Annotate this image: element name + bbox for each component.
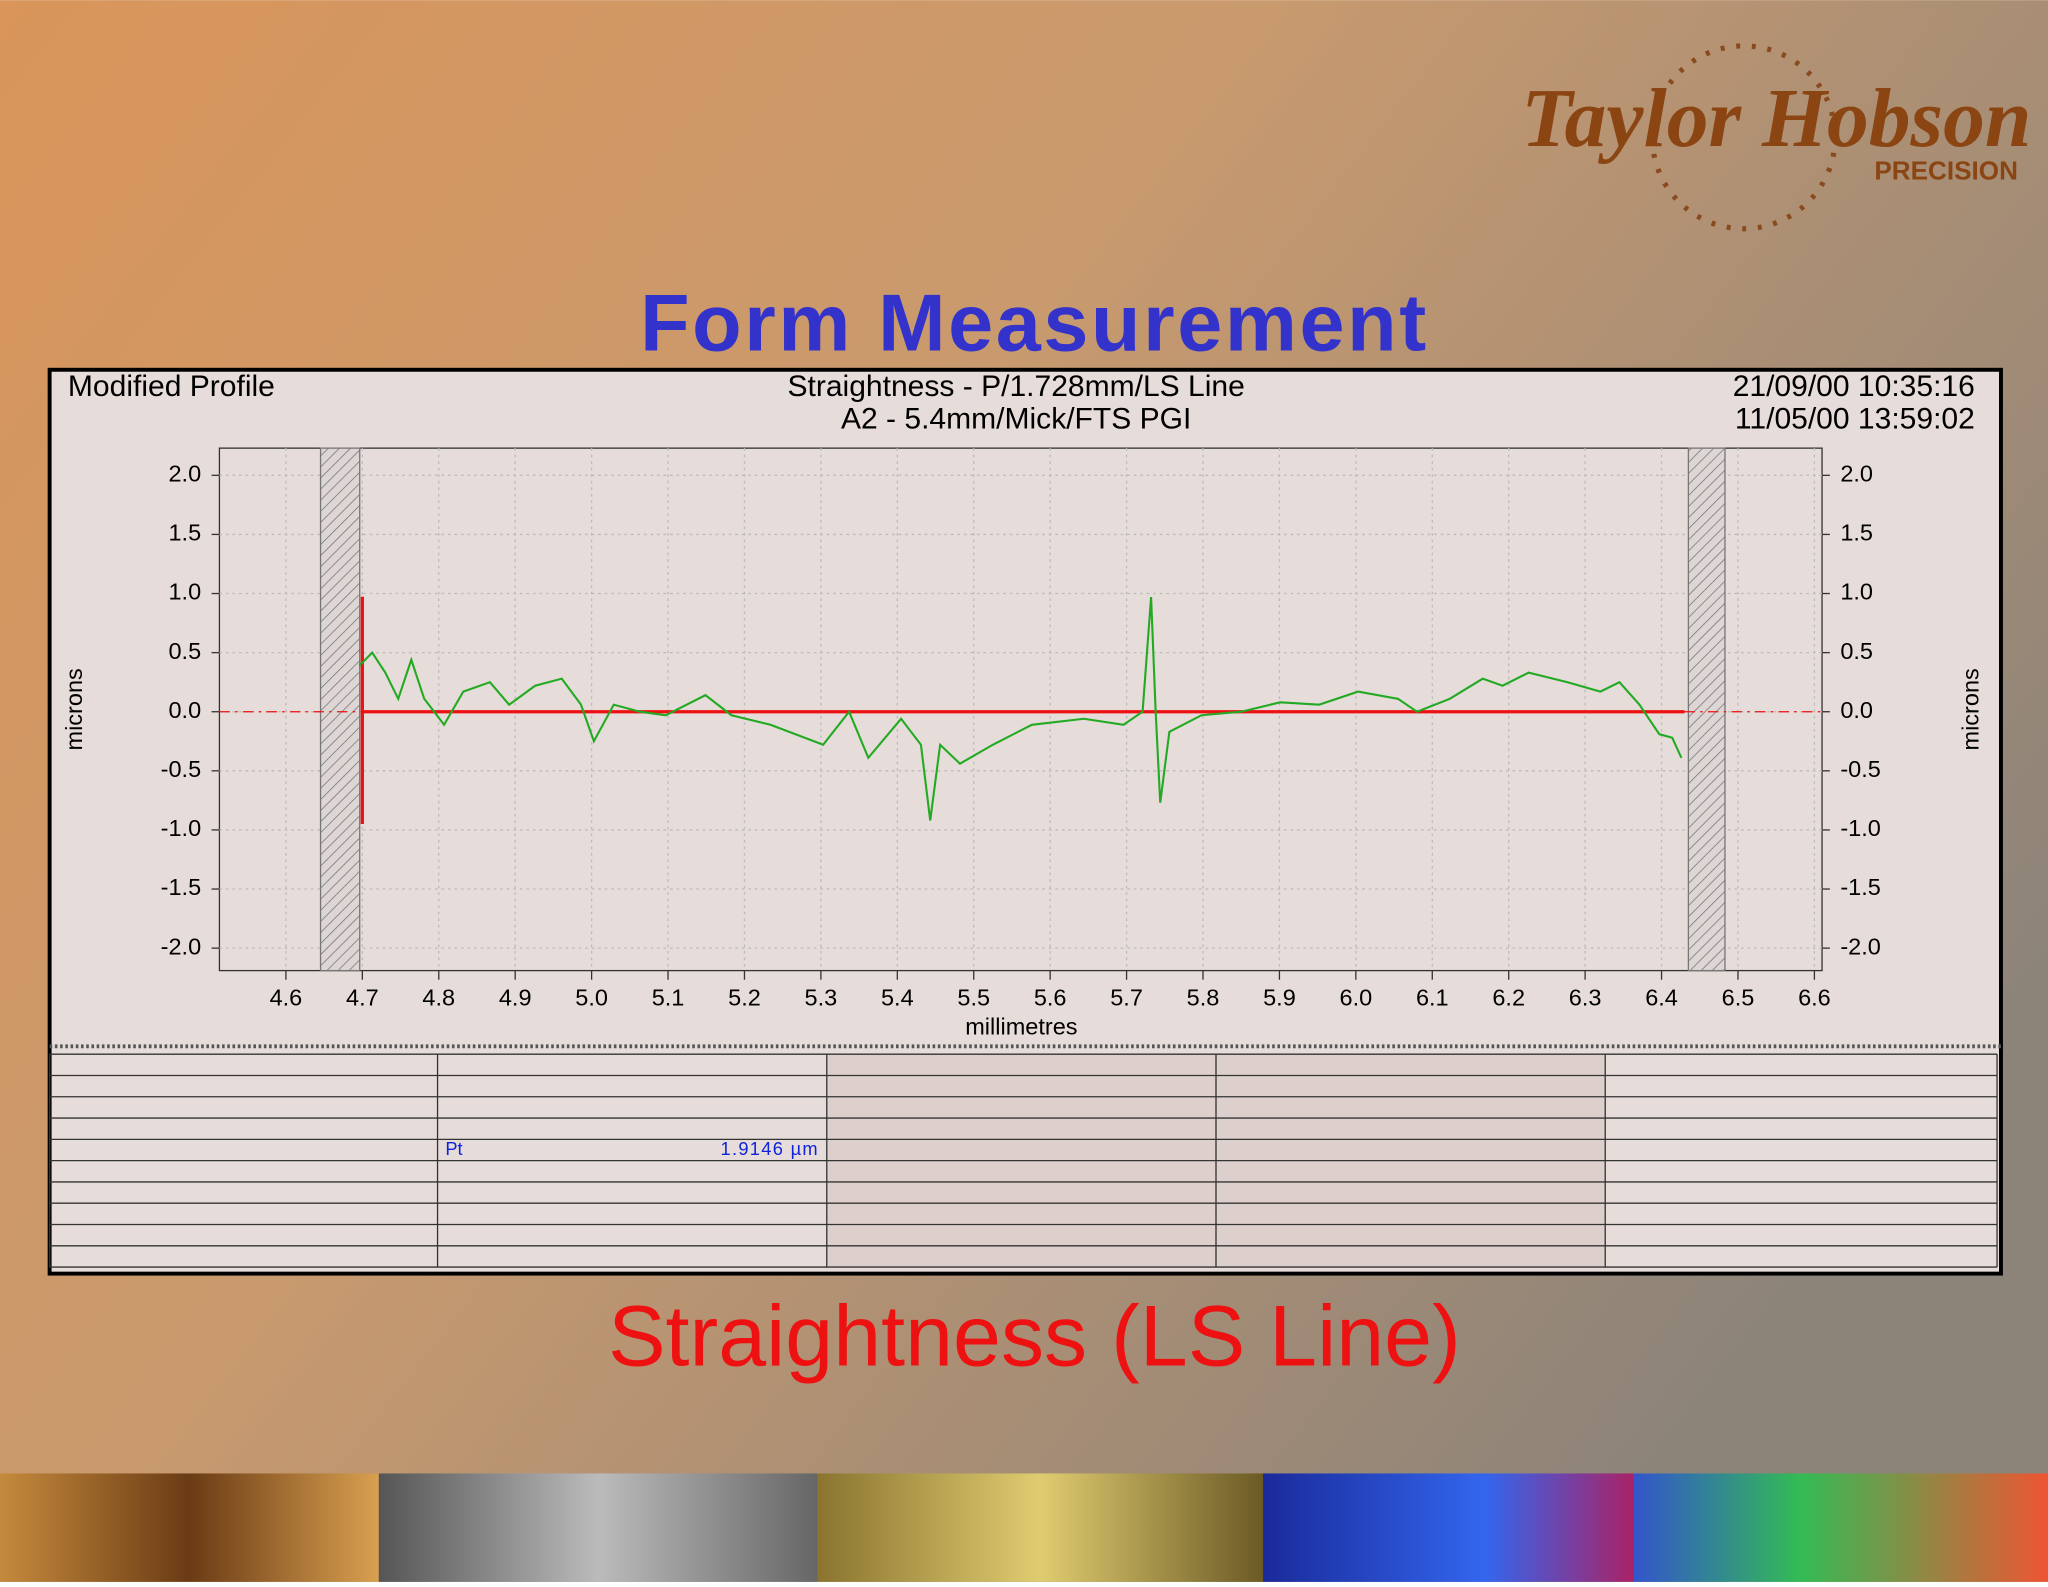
x-tick-label: 6.4 [1645, 985, 1678, 1011]
y-tick-label: -1.5 [161, 874, 202, 900]
slide-title: Form Measurement [640, 279, 1429, 369]
photo-strip [817, 1473, 1264, 1582]
x-axis-label: millimetres [965, 1013, 1077, 1039]
y2-tick-label: -1.0 [1840, 815, 1881, 841]
excluded-zone [319, 447, 361, 972]
y2-tick-label: -1.5 [1840, 874, 1881, 900]
x-tick-label: 5.9 [1263, 985, 1296, 1011]
photo-strip [378, 1473, 818, 1582]
x-tick-label: 6.0 [1340, 985, 1373, 1011]
y2-tick-label: -0.5 [1840, 756, 1881, 782]
y-tick-label: 1.5 [168, 520, 201, 546]
y2-tick-label: 1.0 [1840, 579, 1873, 605]
y-tick-label: 0.0 [168, 697, 201, 723]
y-tick-label: -1.0 [161, 815, 202, 841]
x-tick-label: 5.1 [652, 985, 685, 1011]
y2-axis-label: microns [1957, 668, 1983, 750]
x-tick-label: 5.0 [575, 985, 608, 1011]
x-tick-label: 4.9 [499, 985, 532, 1011]
result-name: Pt [445, 1138, 462, 1159]
y-tick-label: 2.0 [168, 461, 201, 487]
header-center: A2 - 5.4mm/Mick/FTS PGI [841, 403, 1191, 436]
y2-tick-label: 1.5 [1840, 520, 1873, 546]
y-axis-label: microns [61, 668, 87, 750]
y-tick-label: -2.0 [161, 933, 202, 959]
header-left: Modified Profile [68, 370, 275, 403]
y2-tick-label: 2.0 [1840, 461, 1873, 487]
logo-tagline: PRECISION [1874, 155, 2018, 185]
photo-strip [1633, 1473, 2048, 1582]
photo-strip [0, 1473, 379, 1582]
results-table: Pt 1.9146 µm [48, 1053, 1998, 1268]
y2-tick-label: -2.0 [1840, 933, 1881, 959]
x-tick-label: 5.4 [881, 985, 914, 1011]
x-tick-label: 5.5 [957, 985, 990, 1011]
x-tick-label: 5.7 [1110, 985, 1143, 1011]
x-tick-label: 6.2 [1492, 985, 1525, 1011]
y2-tick-label: 0.5 [1840, 638, 1873, 664]
header-center: Straightness - P/1.728mm/LS Line [787, 370, 1244, 403]
x-tick-label: 6.3 [1569, 985, 1602, 1011]
y-tick-label: -0.5 [161, 756, 202, 782]
caption: Straightness (LS Line) [608, 1289, 1461, 1385]
excluded-zone [1687, 447, 1726, 972]
x-tick-label: 4.8 [422, 985, 455, 1011]
header-right: 11/05/00 13:59:02 [1735, 403, 1975, 436]
x-tick-label: 6.6 [1798, 985, 1831, 1011]
y-tick-label: 1.0 [168, 579, 201, 605]
result-value: 1.9146 µm [721, 1138, 819, 1159]
photo-strip [1263, 1473, 1634, 1582]
x-tick-label: 5.3 [805, 985, 838, 1011]
x-tick-label: 5.2 [728, 985, 761, 1011]
x-tick-label: 5.8 [1187, 985, 1220, 1011]
series-line [358, 596, 1683, 821]
header-right: 21/09/00 10:35:16 [1733, 370, 1975, 403]
x-tick-label: 6.1 [1416, 985, 1449, 1011]
y2-tick-label: 0.0 [1840, 697, 1873, 723]
x-tick-label: 6.5 [1722, 985, 1755, 1011]
x-tick-label: 5.6 [1034, 985, 1067, 1011]
logo-ring [1649, 43, 1838, 232]
logo: Taylor Hobson [1521, 73, 2031, 165]
x-tick-label: 4.7 [346, 985, 379, 1011]
x-tick-label: 4.6 [270, 985, 303, 1011]
plot-area [218, 447, 1823, 972]
y-tick-label: 0.5 [168, 638, 201, 664]
